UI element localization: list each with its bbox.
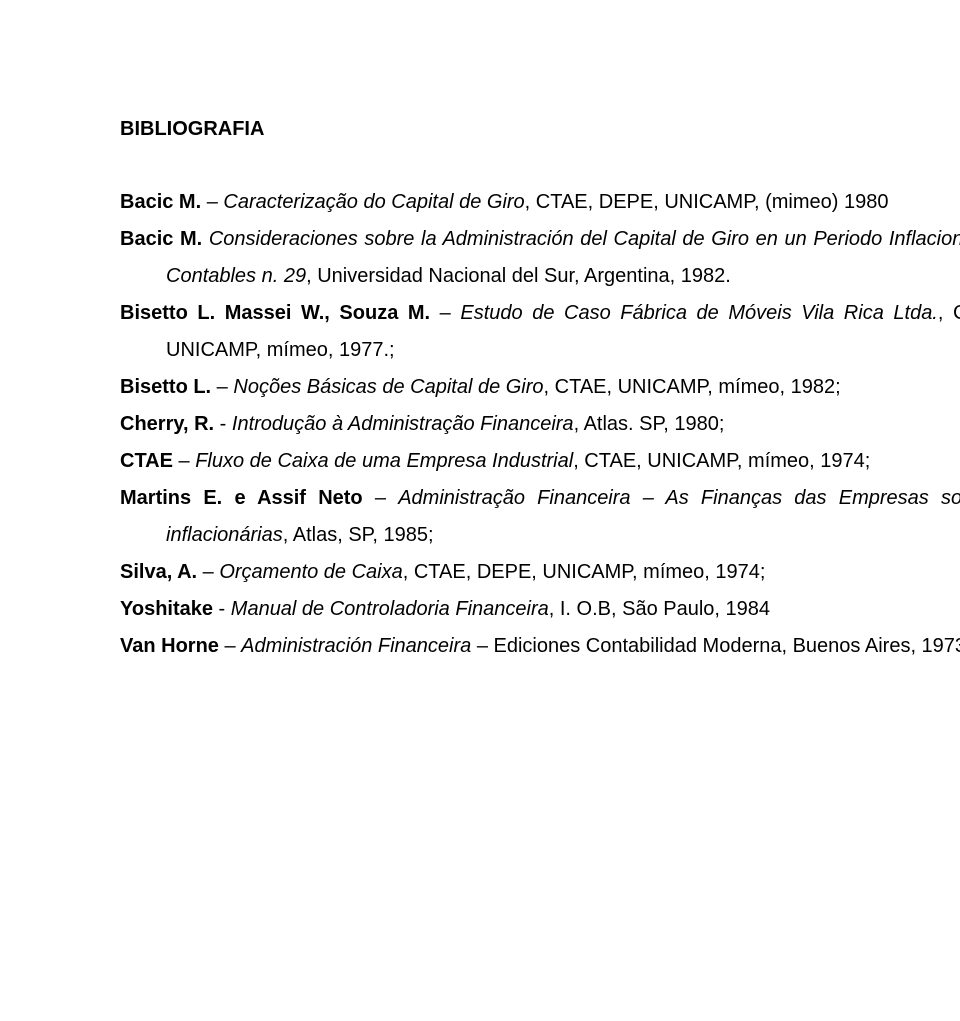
entry-title: Manual de Controladoria Financeira: [231, 598, 549, 620]
entry-title: Noções Básicas de Capital de Giro: [233, 376, 543, 398]
entry-separator: –: [219, 635, 241, 657]
bibliography-entry: Cherry, R. - Introdução à Administração …: [120, 406, 960, 443]
bibliography-entry: Bacic M. Consideraciones sobre la Admini…: [120, 221, 960, 295]
entry-title: Estudo de Caso Fábrica de Móveis Vila Ri…: [460, 302, 938, 324]
bibliography-entry: CTAE – Fluxo de Caixa de uma Empresa Ind…: [120, 443, 960, 480]
entry-rest: – Ediciones Contabilidad Moderna, Buenos…: [471, 635, 960, 657]
bibliography-entry: Van Horne – Administración Financeira – …: [120, 628, 960, 665]
entry-separator: -: [214, 413, 232, 435]
entry-title: Introdução à Administração Financeira: [232, 413, 574, 435]
bibliography-entry: Yoshitake - Manual de Controladoria Fina…: [120, 591, 960, 628]
bibliography-entry: Bisetto L. – Noções Básicas de Capital d…: [120, 369, 960, 406]
bibliography-entry: Silva, A. – Orçamento de Caixa, CTAE, DE…: [120, 554, 960, 591]
bibliography-heading: BIBLIOGRAFIA: [120, 111, 960, 148]
entry-author: Van Horne: [120, 635, 219, 657]
entry-author: Bacic M.: [120, 228, 202, 250]
entry-author: CTAE: [120, 450, 173, 472]
entry-separator: –: [363, 487, 399, 509]
bibliography-entry: Bisetto L. Massei W., Souza M. – Estudo …: [120, 295, 960, 369]
entry-author: Silva, A.: [120, 561, 197, 583]
entry-author: Bisetto L. Massei W., Souza M.: [120, 302, 430, 324]
entry-author: Bacic M.: [120, 191, 201, 213]
entry-separator: –: [201, 191, 223, 213]
entry-separator: –: [197, 561, 219, 583]
entry-author: Martins E. e Assif Neto: [120, 487, 363, 509]
entry-rest: , I. O.B, São Paulo, 1984: [549, 598, 770, 620]
entry-title: Orçamento de Caixa: [219, 561, 402, 583]
entry-separator: –: [430, 302, 460, 324]
page-number: 13: [120, 38, 960, 75]
entry-separator: -: [213, 598, 231, 620]
bibliography-entry: Bacic M. – Caracterização do Capital de …: [120, 184, 960, 221]
entry-title: Administración Financeira: [241, 635, 471, 657]
entry-author: Cherry, R.: [120, 413, 214, 435]
bibliography-entry: Martins E. e Assif Neto – Administração …: [120, 480, 960, 554]
entry-separator: –: [173, 450, 195, 472]
entry-separator: [202, 228, 209, 250]
entry-rest: , CTAE, UNICAMP, mímeo, 1974;: [573, 450, 870, 472]
entry-rest: , Atlas. SP, 1980;: [574, 413, 725, 435]
entry-rest: , Universidad Nacional del Sur, Argentin…: [306, 265, 731, 287]
entry-title: Fluxo de Caixa de uma Empresa Industrial: [195, 450, 573, 472]
entry-rest: , CTAE, DEPE, UNICAMP, (mimeo) 1980: [525, 191, 889, 213]
entry-rest: , Atlas, SP, 1985;: [283, 524, 434, 546]
entry-rest: , CTAE, UNICAMP, mímeo, 1982;: [544, 376, 841, 398]
entry-separator: –: [211, 376, 233, 398]
entry-author: Yoshitake: [120, 598, 213, 620]
entry-title: Caracterização do Capital de Giro: [223, 191, 524, 213]
entry-rest: , CTAE, DEPE, UNICAMP, mímeo, 1974;: [403, 561, 766, 583]
bibliography-list: Bacic M. – Caracterização do Capital de …: [120, 184, 960, 665]
entry-author: Bisetto L.: [120, 376, 211, 398]
